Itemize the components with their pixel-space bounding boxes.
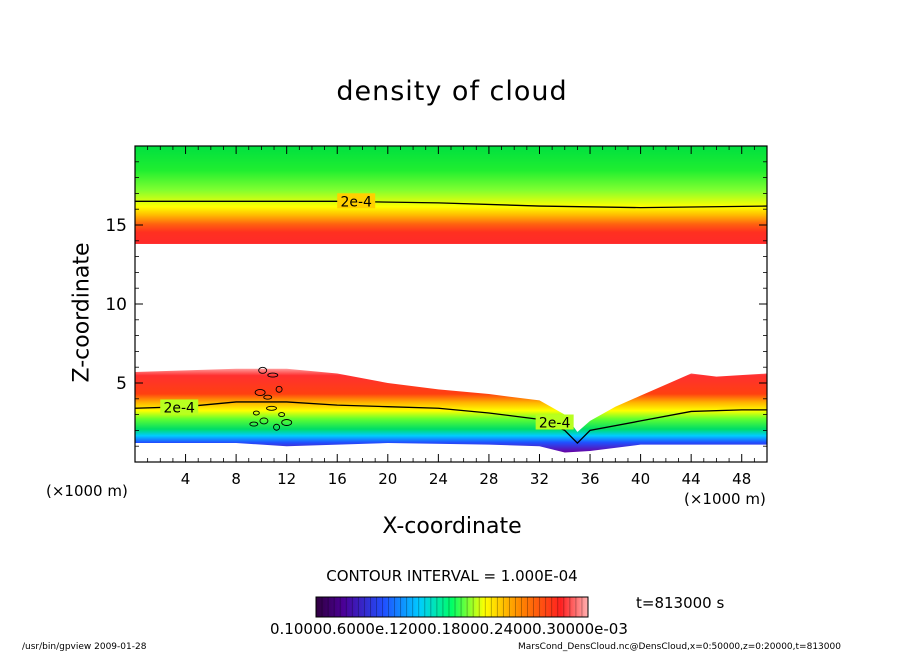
x-tick-label: 24 <box>429 470 448 488</box>
contour-line-2 <box>135 401 767 444</box>
noise-contour <box>266 405 277 411</box>
contour-line-1 <box>135 200 767 209</box>
y-axis: 5 10 15 <box>105 161 767 447</box>
x-tick-label: 48 <box>732 470 751 488</box>
contour-label: 2e-4 <box>539 416 571 432</box>
upper-cloud-layer <box>135 146 767 244</box>
noise-contour <box>252 410 260 416</box>
time-label: t=813000 s <box>636 594 725 612</box>
contour-lines <box>135 200 767 444</box>
noise-contour <box>278 412 286 418</box>
x-axis-label: X-coordinate <box>382 514 522 539</box>
noise-contour <box>263 394 273 400</box>
footer-right: MarsCond_DensCloud.nc@DensCloud,x=0:5000… <box>518 642 841 652</box>
noise-contour <box>273 423 281 431</box>
x-tick-label: 40 <box>631 470 650 488</box>
chart-title: density of cloud <box>336 76 568 107</box>
x-tick-label: 12 <box>277 470 296 488</box>
contour-label-bg <box>535 414 574 430</box>
x-tick-label: 20 <box>378 470 397 488</box>
noise-contour <box>249 421 259 427</box>
noise-contour <box>254 389 266 396</box>
y-tick-label: 10 <box>105 295 127 315</box>
colorbar-tick-labels: 0.10000.6000e.12000.18000.24000.30000e-0… <box>270 620 628 638</box>
noise-contour <box>281 419 293 426</box>
colorbar <box>315 596 589 618</box>
colorbar-fill <box>316 597 588 617</box>
colorbar-frame <box>315 596 589 618</box>
footer-left: /usr/bin/gpview 2009-01-28 <box>22 642 147 652</box>
x-unit-left: (×1000 m) <box>46 482 128 500</box>
x-tick-label: 32 <box>530 470 549 488</box>
x-axis: 4 8 12 16 20 24 28 32 36 40 44 48 <box>147 146 755 488</box>
noise-contour <box>258 366 268 374</box>
contour-label: 2e-4 <box>340 194 372 210</box>
noise-contour <box>259 417 269 425</box>
contour-label-bg <box>337 193 376 209</box>
lower-cloud-layer <box>135 368 767 453</box>
x-tick-label: 16 <box>328 470 347 488</box>
x-tick-label: 28 <box>479 470 498 488</box>
contour-label: 2e-4 <box>163 400 195 416</box>
colorbar-stripes <box>321 597 583 617</box>
x-tick-label: 36 <box>580 470 599 488</box>
y-axis-label: Z-coordinate <box>69 242 95 383</box>
x-unit-right: (×1000 m) <box>684 490 766 508</box>
y-tick-label: 5 <box>116 374 127 394</box>
x-tick-label: 4 <box>181 470 191 488</box>
plot-area <box>135 146 767 462</box>
noise-contour <box>275 385 283 393</box>
y-tick-label: 15 <box>105 216 127 236</box>
contour-label-bg <box>160 399 199 415</box>
noise-contours <box>249 366 293 431</box>
x-tick-label: 8 <box>231 470 241 488</box>
x-tick-label: 44 <box>682 470 701 488</box>
noise-contour <box>267 372 279 378</box>
contour-interval-label: CONTOUR INTERVAL = 1.000E-04 <box>326 567 578 585</box>
contour-labels: 2e-4 2e-4 2e-4 <box>160 193 574 432</box>
